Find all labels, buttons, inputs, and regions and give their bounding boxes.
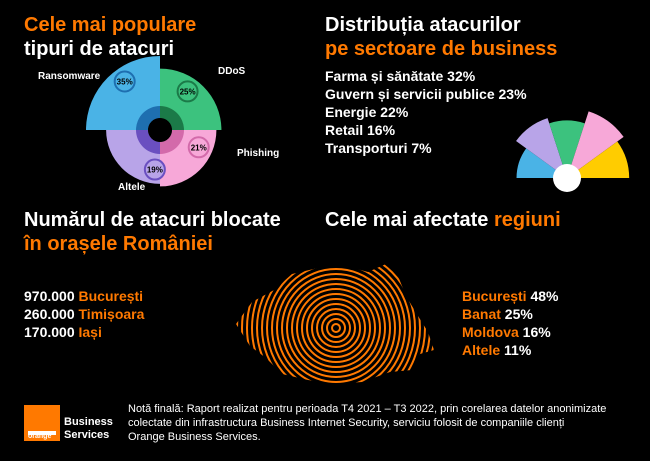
orange-logo: orange <box>24 405 60 441</box>
attack-inner-ring <box>136 106 160 130</box>
percent-badge <box>113 70 136 93</box>
rose-center <box>148 118 172 142</box>
final-note: Notă finală: Raport realizat pentru peri… <box>128 402 628 444</box>
sector-item: Farma și sănătate 32% <box>325 68 476 84</box>
attack-inner-ring <box>160 130 184 154</box>
label-ddos: DDoS <box>218 66 246 77</box>
region-row: București 48% <box>462 287 559 305</box>
city-name: Timișoara <box>78 306 145 322</box>
percent-label: 35% <box>117 77 133 86</box>
brand-line2: Services <box>64 429 110 441</box>
map-ring <box>316 308 356 348</box>
region-row: Altele 11% <box>462 341 559 359</box>
note-line1: Notă finală: Raport realizat pentru peri… <box>128 403 607 415</box>
region-name: Altele <box>462 342 501 358</box>
region-name: București <box>462 288 527 304</box>
logo-word: orange <box>28 433 52 440</box>
map-ring <box>286 278 386 378</box>
sector-item: Transporturi 7% <box>325 140 432 156</box>
city-name: Iași <box>78 324 102 340</box>
map-ring <box>266 264 406 384</box>
region-name: Moldova <box>462 324 519 340</box>
sector-item: Energie 22% <box>325 104 409 120</box>
map-ring <box>251 264 421 384</box>
region-share: 48% <box>530 288 559 304</box>
region-share: 16% <box>522 324 551 340</box>
city-value: 970.000 <box>24 288 75 304</box>
region-share: 25% <box>504 306 533 322</box>
map-ring <box>321 313 351 343</box>
sector-item: Guvern și servicii publice 23% <box>325 86 527 102</box>
map-ring <box>301 293 371 363</box>
city-row: 260.000 Timișoara <box>24 305 144 323</box>
percent-badge <box>176 80 199 103</box>
map-ring <box>331 323 341 333</box>
label-altele: Altele <box>118 182 146 193</box>
brand-name: Business Services <box>64 416 113 442</box>
map-ring <box>271 264 401 384</box>
percent-badge <box>143 158 166 181</box>
note-line2: colectate din infrastructura Business In… <box>128 417 565 429</box>
percent-label: 19% <box>147 166 163 175</box>
sectors-chart <box>516 111 630 192</box>
city-value: 260.000 <box>24 306 75 322</box>
sector-slice <box>570 111 624 171</box>
map-ring <box>246 264 426 384</box>
fan-center <box>553 164 581 192</box>
attack-types-chart: 35% 25% 21% 19% <box>86 56 222 187</box>
sector-slice <box>549 120 585 167</box>
city-row: 970.000 București <box>24 287 144 305</box>
brand-line1: Business <box>64 416 113 428</box>
attack-types-title-line1: Cele mai populare <box>24 14 197 36</box>
map-rings <box>236 264 434 384</box>
blocked-title-line1: Numărul de atacuri blocate <box>24 209 281 231</box>
label-phishing: Phishing <box>237 148 280 159</box>
regions-title-part1: Cele mai afectate <box>325 209 489 231</box>
percent-label: 25% <box>180 87 196 96</box>
percent-badge <box>187 136 210 159</box>
city-name: București <box>78 288 144 304</box>
attack-inner-ring <box>160 106 184 130</box>
city-value: 170.000 <box>24 324 75 340</box>
map-ring <box>281 273 391 383</box>
regions-title-part2: regiuni <box>493 209 561 231</box>
note-line3: Orange Business Services. <box>128 431 261 443</box>
logo-bar <box>28 431 56 435</box>
sector-item: Retail 16% <box>325 122 396 138</box>
sector-slice <box>516 148 558 178</box>
map-ring <box>296 288 376 368</box>
attack-slice-ransomware <box>86 56 160 130</box>
sector-slice <box>516 118 564 171</box>
blocked-title-line2: în orașele României <box>24 233 213 255</box>
cities-list: 970.000 București 260.000 Timișoara 170.… <box>24 287 144 341</box>
map-ring <box>311 303 361 353</box>
romania-map <box>236 264 434 384</box>
sectors-legend: Farma și sănătate 32% Guvern și servicii… <box>325 67 527 157</box>
region-share: 11% <box>504 342 532 358</box>
map-ring <box>326 318 346 338</box>
region-row: Moldova 16% <box>462 323 559 341</box>
sectors-title-line2: pe sectoare de business <box>325 38 558 60</box>
region-name: Banat <box>462 306 501 322</box>
attack-inner-ring <box>136 130 160 154</box>
label-ransomware: Ransomware <box>38 71 101 82</box>
attack-types-title-line2: tipuri de atacuri <box>24 38 175 60</box>
map-ring <box>276 268 396 384</box>
regions-list: București 48% Banat 25% Moldova 16% Alte… <box>462 287 559 359</box>
city-row: 170.000 Iași <box>24 323 144 341</box>
map-ring <box>306 298 366 358</box>
percent-label: 21% <box>191 143 207 152</box>
map-ring <box>261 264 411 384</box>
sectors-title-line1: Distribuția atacurilor <box>325 14 521 36</box>
sector-slice <box>576 141 630 178</box>
regions-title: Cele mai afectate regiuni <box>325 208 561 232</box>
region-row: Banat 25% <box>462 305 559 323</box>
map-ring <box>256 264 416 384</box>
map-ring <box>291 283 381 373</box>
